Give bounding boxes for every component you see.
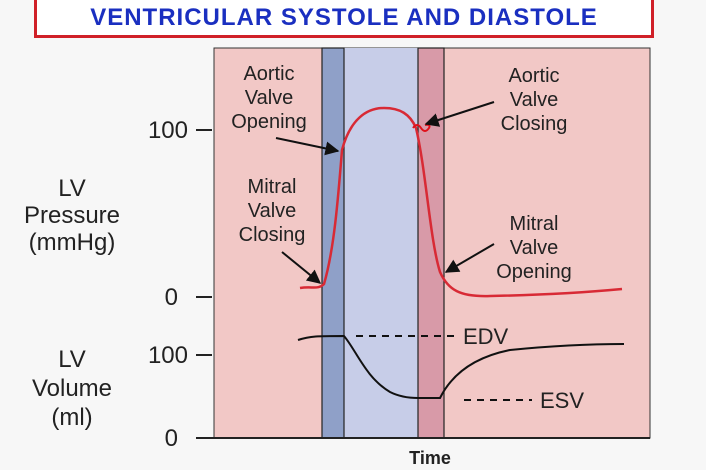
aortic-closing-label-2: Valve: [510, 89, 559, 111]
esv-label: ESV: [540, 388, 584, 413]
pressure-curve: [299, 106, 623, 298]
mitral-closing-label-3: Closing: [239, 224, 306, 246]
aortic-opening-label-2: Valve: [245, 87, 294, 109]
volume-axis-label-line3: (ml): [51, 404, 92, 431]
diagram-title: VENTRICULAR SYSTOLE AND DIASTOLE: [90, 3, 598, 31]
pressure-axis-label-line3: (mmHg): [29, 229, 116, 256]
pressure-axis-label-line2: Pressure: [24, 202, 120, 229]
aortic-closing-label-1: Aortic: [508, 65, 559, 87]
volume-curve: [297, 334, 625, 399]
mitral-closing-label-2: Valve: [248, 200, 297, 222]
pressure-tick-label-0: 0: [165, 284, 178, 311]
x-axis-label: Time: [409, 448, 451, 468]
mitral-opening-label-2: Valve: [510, 237, 559, 259]
volume-tick-label-100: 100: [148, 342, 188, 369]
aortic-closing-label-3: Closing: [501, 113, 568, 135]
aortic-opening-label-3: Opening: [231, 111, 307, 133]
aortic-closing-arrow: [424, 101, 495, 127]
aortic-opening-arrow: [275, 137, 340, 156]
mitral-closing-label-1: Mitral: [248, 176, 297, 198]
mitral-opening-arrow: [444, 243, 495, 273]
edv-label: EDV: [463, 324, 509, 349]
volume-axis-label-line1: LV: [58, 346, 86, 373]
volume-tick-label-0: 0: [165, 425, 178, 452]
isovolumetric-relaxation-band: [417, 47, 445, 439]
mitral-closing-arrow: [281, 251, 322, 284]
pressure-tick-label-100: 100: [148, 117, 188, 144]
volume-axis-label-line2: Volume: [32, 375, 112, 402]
pressure-axis-label-line1: LV: [58, 175, 86, 202]
mitral-opening-label-1: Mitral: [510, 213, 559, 235]
aortic-opening-label-1: Aortic: [243, 63, 294, 85]
mitral-opening-label-3: Opening: [496, 261, 572, 283]
title-box: VENTRICULAR SYSTOLE AND DIASTOLE: [34, 0, 654, 38]
